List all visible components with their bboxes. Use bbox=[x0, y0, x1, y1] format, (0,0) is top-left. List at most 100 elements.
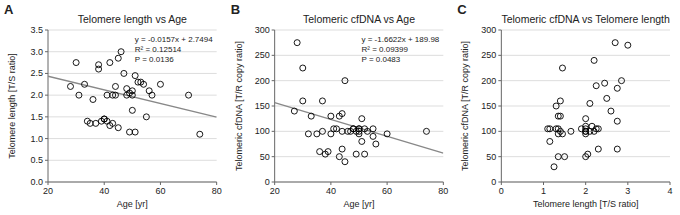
point bbox=[423, 128, 429, 134]
y-tick-label: 150 bbox=[255, 101, 270, 111]
point bbox=[334, 126, 340, 132]
plot-area bbox=[275, 40, 444, 165]
x-tick-label: 4 bbox=[667, 186, 672, 196]
title: Telomeric cfDNA vs Telomere length bbox=[501, 13, 670, 25]
y-tick-label: 0.0 bbox=[30, 177, 43, 187]
point bbox=[595, 146, 601, 152]
y-tick-label: 200 bbox=[481, 76, 496, 86]
y-axis-label: Telomeric cfDNA [T/R copy ratio] bbox=[234, 41, 244, 171]
page: Telomere scatter panels html, body { mar… bbox=[0, 0, 680, 215]
y-tick-label: 50 bbox=[260, 152, 270, 162]
y-tick-label: 0 bbox=[491, 177, 496, 187]
point bbox=[87, 120, 93, 126]
point bbox=[568, 128, 574, 134]
y-tick-label: 2.5 bbox=[30, 68, 43, 78]
point bbox=[328, 113, 334, 119]
point bbox=[625, 42, 631, 48]
grid-line bbox=[275, 80, 444, 81]
x-axis-label: Age [yr] bbox=[343, 199, 374, 209]
trend-line bbox=[48, 76, 217, 117]
title: Telomeric cfDNA vs Age bbox=[303, 13, 415, 25]
page-body: {"chart_data": [ {"type": "scatter", "pa… bbox=[0, 0, 680, 215]
y-tick-label: 200 bbox=[255, 76, 270, 86]
y-axis-label: Telomere length [T/S ratio] bbox=[7, 53, 17, 159]
point bbox=[305, 131, 311, 137]
x-axis-line bbox=[48, 182, 217, 183]
point bbox=[294, 40, 300, 46]
x-tick-label: 3 bbox=[625, 186, 630, 196]
x-tick-label: 80 bbox=[212, 186, 222, 196]
x-axis-label: Age [yr] bbox=[117, 199, 148, 209]
title: Telomere length vs Age bbox=[78, 13, 187, 25]
point bbox=[370, 133, 376, 139]
point bbox=[112, 92, 118, 98]
point bbox=[73, 60, 79, 66]
point bbox=[336, 154, 342, 160]
y-tick-label: 1.5 bbox=[30, 112, 43, 122]
annotation: y = -1.6622x + 189.98R² = 0.09399P = 0.0… bbox=[361, 35, 439, 64]
grid-line bbox=[501, 55, 670, 56]
point bbox=[619, 78, 625, 84]
x-tick-label: 0 bbox=[499, 186, 504, 196]
y-tick-label: 50 bbox=[486, 152, 496, 162]
x-tick-label: 20 bbox=[43, 186, 53, 196]
point bbox=[339, 111, 345, 117]
point bbox=[110, 120, 116, 126]
point bbox=[90, 96, 96, 102]
grid-line bbox=[48, 51, 217, 52]
panel: 05010015020025030001234Telomeric cfDNA v… bbox=[457, 2, 672, 209]
y-tick-label: 300 bbox=[481, 25, 496, 35]
y-axis-line bbox=[48, 30, 49, 182]
x-tick-label: 40 bbox=[326, 186, 336, 196]
x-tick-label: 60 bbox=[382, 186, 392, 196]
grid-line bbox=[275, 182, 444, 183]
x-tick-label: 40 bbox=[99, 186, 109, 196]
point bbox=[384, 131, 390, 137]
point bbox=[614, 85, 620, 91]
point bbox=[359, 116, 365, 122]
annotation-text: R² = 0.09399 bbox=[361, 45, 408, 54]
point bbox=[129, 88, 135, 94]
point bbox=[104, 92, 110, 98]
point bbox=[319, 98, 325, 104]
point bbox=[593, 83, 599, 89]
grid-line bbox=[501, 30, 670, 31]
plot-area bbox=[48, 49, 217, 138]
point bbox=[104, 118, 110, 124]
point bbox=[121, 70, 127, 76]
panel: 05010015020025030020406080Telomeric cfDN… bbox=[231, 2, 449, 209]
point bbox=[602, 80, 608, 86]
grid-line bbox=[275, 106, 444, 107]
point bbox=[591, 57, 597, 63]
grid-line bbox=[501, 182, 670, 183]
point bbox=[76, 92, 82, 98]
point bbox=[583, 154, 589, 160]
point bbox=[339, 128, 345, 134]
point bbox=[583, 116, 589, 122]
point bbox=[143, 114, 149, 120]
y-tick-label: 300 bbox=[255, 25, 270, 35]
grid-line bbox=[501, 106, 670, 107]
grid-line bbox=[48, 116, 217, 117]
panel: 0.00.51.01.52.02.53.03.520406080Telomere… bbox=[4, 2, 222, 209]
panel-label: C bbox=[457, 2, 467, 17]
point bbox=[141, 81, 147, 87]
point bbox=[604, 95, 610, 101]
point bbox=[93, 120, 99, 126]
point bbox=[562, 154, 568, 160]
x-axis-label: Telomere length [T/S ratio] bbox=[533, 199, 639, 209]
point bbox=[557, 98, 563, 104]
point bbox=[300, 98, 306, 104]
point bbox=[115, 55, 121, 61]
grid-line bbox=[501, 80, 670, 81]
point bbox=[587, 100, 593, 106]
x-tick-label: 2 bbox=[583, 186, 588, 196]
point bbox=[314, 131, 320, 137]
point bbox=[555, 113, 561, 119]
y-tick-label: 150 bbox=[481, 101, 496, 111]
point bbox=[325, 149, 331, 155]
point bbox=[547, 138, 553, 144]
point bbox=[124, 86, 130, 92]
point bbox=[146, 88, 152, 94]
grid-line bbox=[48, 182, 217, 183]
